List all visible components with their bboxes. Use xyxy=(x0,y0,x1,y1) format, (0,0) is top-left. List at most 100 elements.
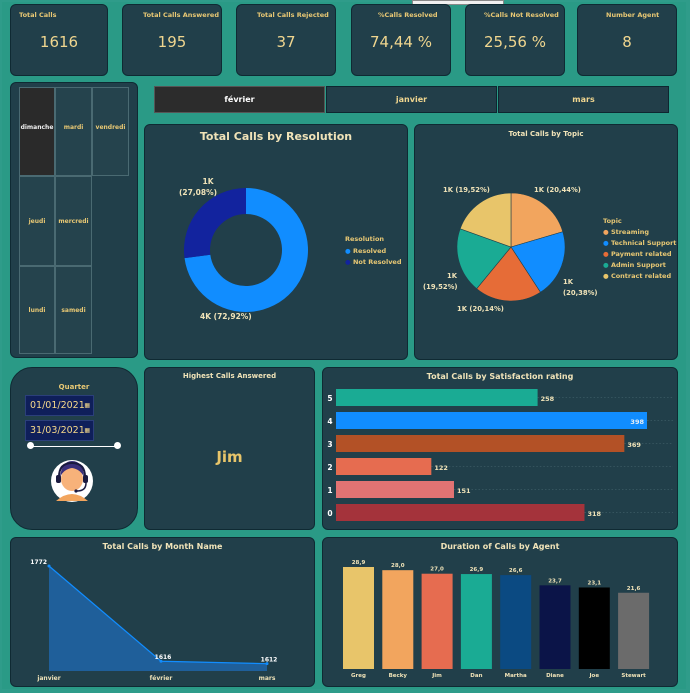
data-label: 21,6 xyxy=(627,586,641,592)
data-label: (19,52%) xyxy=(423,283,458,291)
slider-start-handle[interactable] xyxy=(27,442,34,449)
data-label: 1772 xyxy=(30,559,47,566)
pie-slice-admin-support xyxy=(456,228,512,290)
month-tab-fevrier[interactable]: février xyxy=(154,86,325,113)
kpi-title: %Calls Not Resolved xyxy=(484,11,559,19)
agent-bar-jim xyxy=(421,573,453,669)
kpi-card-calls-rejected: Total Calls Rejected 37 xyxy=(236,4,336,76)
calendar-icon[interactable]: ▦ xyxy=(84,402,90,409)
kpi-value: 1616 xyxy=(39,33,79,51)
kpi-value: 195 xyxy=(157,33,187,51)
chart-title: Total Calls by Topic xyxy=(508,130,584,138)
highest-calls-panel: Highest Calls Answered Jim xyxy=(144,367,315,530)
slider-end-handle[interactable] xyxy=(114,442,121,449)
day-tile-lundi[interactable]: lundi xyxy=(19,266,55,354)
legend-item-resolved: ● Resolved xyxy=(345,247,387,255)
legend-label: Contract related xyxy=(610,272,672,280)
kpi-value: 8 xyxy=(622,33,632,51)
pie-slice-contract-related xyxy=(459,192,512,248)
kpi-value: 74,44 % xyxy=(370,33,432,51)
data-label: 26,9 xyxy=(470,567,484,573)
topic-chart-panel: Total Calls by Topic 1K (20,44%) 1K (20,38… xyxy=(414,124,678,360)
data-label: 151 xyxy=(457,487,471,495)
satisfaction-bar-2 xyxy=(336,458,432,475)
kpi-value: 25,56 % xyxy=(484,33,546,51)
kpi-title: Total Calls Rejected xyxy=(257,11,329,19)
data-label: 398 xyxy=(630,418,644,426)
donut-slice-resolved xyxy=(184,188,308,312)
x-tick-label: Joe xyxy=(589,673,600,679)
data-label: 28,0 xyxy=(391,563,405,569)
legend-item-streaming: ● Streaming xyxy=(603,228,650,236)
legend-label: Payment related xyxy=(610,250,672,258)
kpi-title: Total Calls Answered xyxy=(143,11,219,19)
day-tile-dimanche[interactable]: dimanche xyxy=(19,87,55,176)
satisfaction-bar-chart: 5 258 4 398 3 369 2 122 1 151 0 318 xyxy=(327,389,673,521)
day-tile-samedi[interactable]: samedi xyxy=(55,266,92,354)
date-range-slider-track[interactable] xyxy=(31,446,117,447)
resolution-donut-chart: 4K (72,92%) 1K (27,08%) xyxy=(179,177,308,321)
kpi-card-total-calls: Total Calls 1616 xyxy=(10,4,108,76)
y-tick-label: 1 xyxy=(327,486,332,495)
x-tick-label: Stewart xyxy=(621,673,646,679)
data-label: 4K (72,92%) xyxy=(200,312,252,321)
legend-item-payment-related: ● Payment related xyxy=(603,250,672,258)
data-label: (20,38%) xyxy=(563,289,598,297)
data-label: 1K xyxy=(447,272,458,280)
day-tile-jeudi[interactable]: jeudi xyxy=(19,176,55,266)
y-tick-label: 2 xyxy=(327,463,332,472)
chart-title: Duration of Calls by Agent xyxy=(440,542,560,551)
data-label: 23,1 xyxy=(588,580,602,586)
x-tick-label: Greg xyxy=(351,673,366,679)
satisfaction-bar-1 xyxy=(336,481,454,498)
chart-title: Total Calls by Satisfaction rating xyxy=(426,372,574,381)
day-slicer: dimanche mardi vendredi jeudi mercredi l… xyxy=(10,82,138,358)
legend-title: Topic xyxy=(603,217,622,225)
y-tick-label: 3 xyxy=(327,440,332,449)
month-tab-mars[interactable]: mars xyxy=(498,86,669,113)
chart-title: Total Calls by Month Name xyxy=(102,542,223,551)
legend-item-not-resolved: ● Not Resolved xyxy=(345,258,402,266)
pie-slice-payment-related xyxy=(476,246,541,302)
top-agent-name: Jim xyxy=(216,448,243,466)
end-date-field[interactable]: 31/03/2021 ▦ xyxy=(25,420,94,441)
day-tile-mardi[interactable]: mardi xyxy=(55,87,92,176)
legend-label: Not Resolved xyxy=(352,258,402,266)
x-tick-label: Dan xyxy=(470,673,482,679)
day-tile-vendredi[interactable]: vendredi xyxy=(92,87,129,176)
quarter-label: Quarter xyxy=(58,383,90,391)
pie-slice-streaming xyxy=(510,192,564,248)
x-tick-label: Martha xyxy=(505,673,527,679)
start-date-value: 01/01/2021 xyxy=(30,400,85,411)
data-label: 1616 xyxy=(155,654,172,661)
x-tick-label: janvier xyxy=(36,675,60,682)
data-label: 1K (20,14%) xyxy=(457,305,504,313)
satisfaction-bar-4 xyxy=(336,412,647,429)
data-label: 1K xyxy=(563,278,574,286)
agent-bar-martha xyxy=(500,575,532,669)
chart-title: Total Calls by Resolution xyxy=(199,130,353,143)
data-label: 122 xyxy=(434,464,448,472)
support-agent-icon xyxy=(51,460,93,502)
legend-item-technical-support: ● Technical Support xyxy=(603,239,677,247)
duration-bar-chart: 28,9 Greg 28,0 Becky 27,0 Jim 26,9 Dan 26,6 Marth… xyxy=(343,560,650,679)
kpi-title: Number Agent xyxy=(606,11,660,19)
day-tile-mercredi[interactable]: mercredi xyxy=(55,176,92,266)
data-label: 1K xyxy=(202,177,214,186)
kpi-card-resolved: %Calls Resolved 74,44 % xyxy=(351,4,451,76)
data-label: 258 xyxy=(541,395,555,403)
duration-chart-panel: Duration of Calls by Agent 28,9 Greg 28,0 B… xyxy=(322,537,678,687)
calendar-icon[interactable]: ▦ xyxy=(84,427,90,434)
satisfaction-chart-panel: Total Calls by Satisfaction rating 5 258 4… xyxy=(322,367,678,530)
agent-bar-joe xyxy=(578,587,610,669)
legend-item-admin-support: ● Admin Support xyxy=(603,261,666,269)
kpi-card-not-resolved: %Calls Not Resolved 25,56 % xyxy=(465,4,565,76)
month-chart-panel: Total Calls by Month Name 1772 janvier 161… xyxy=(10,537,315,687)
area-fill xyxy=(49,566,267,671)
month-tab-janvier[interactable]: janvier xyxy=(326,86,497,113)
legend-title: Resolution xyxy=(345,235,385,243)
start-date-field[interactable]: 01/01/2021 ▦ xyxy=(25,395,94,416)
end-date-value: 31/03/2021 xyxy=(30,425,85,436)
data-label: (27,08%) xyxy=(179,188,217,197)
y-tick-label: 5 xyxy=(327,394,332,403)
